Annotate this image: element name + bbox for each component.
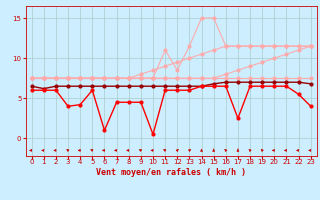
- X-axis label: Vent moyen/en rafales ( km/h ): Vent moyen/en rafales ( km/h ): [96, 168, 246, 177]
